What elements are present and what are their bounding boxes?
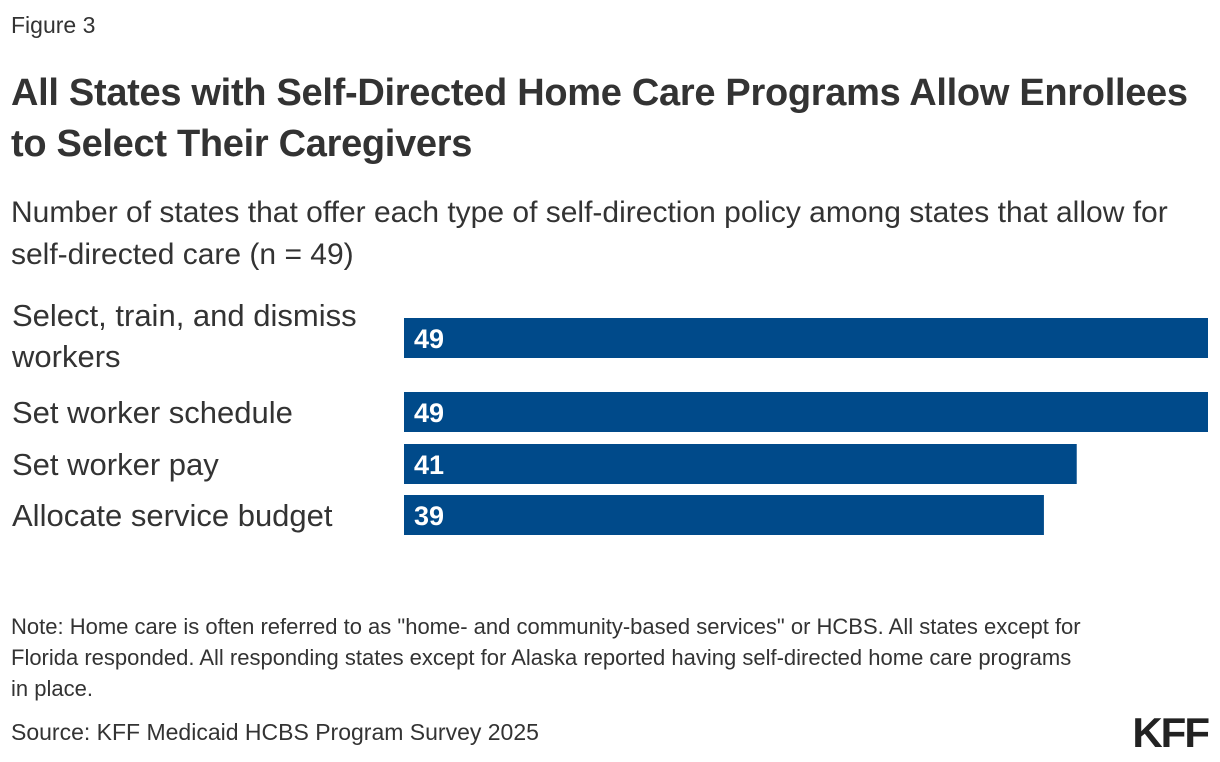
bar-value-label-1: 49 xyxy=(414,398,444,428)
category-label-1: Set worker schedule xyxy=(12,395,293,430)
bar-value-label-0: 49 xyxy=(414,324,444,354)
figure-label: Figure 3 xyxy=(11,12,96,38)
bar-value-label-2: 41 xyxy=(414,450,444,480)
chart-subtitle: Number of states that offer each type of… xyxy=(11,196,1168,271)
bar-chart: 49 Select, train, and dismiss workers 49 Set… xyxy=(11,298,1208,535)
chart-note: Note: Home care is often referred to as … xyxy=(11,614,1081,701)
chart-source: Source: KFF Medicaid HCBS Program Survey… xyxy=(11,719,539,745)
bar-3 xyxy=(404,495,1044,535)
bar-value-label-3: 39 xyxy=(414,501,444,531)
category-label-2: Set worker pay xyxy=(12,447,219,482)
kff-logo: KFF xyxy=(1132,709,1210,756)
category-label-0-line-0: Select, train, and dismiss xyxy=(12,298,357,333)
bar-1 xyxy=(404,392,1208,432)
bar-0 xyxy=(404,318,1208,358)
category-label-0-line-1: workers xyxy=(11,339,121,374)
chart-title: All States with Self-Directed Home Care … xyxy=(11,72,1188,165)
bar-2 xyxy=(404,444,1077,484)
category-label-3: Allocate service budget xyxy=(12,498,333,533)
